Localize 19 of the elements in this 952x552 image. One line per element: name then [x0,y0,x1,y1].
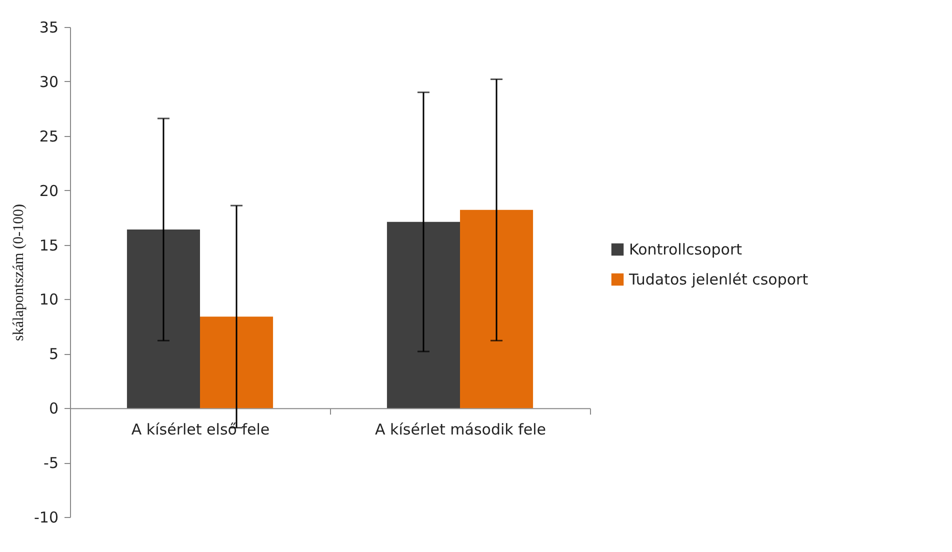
bar [126,230,200,408]
y-tick-label: 5 [48,345,58,364]
bar [200,316,274,408]
x-tick-label: A kísérlet második fele [375,420,546,439]
y-tick-label: 10 [39,290,58,309]
y-tick-label: 25 [39,127,58,146]
y-tick-label: 20 [39,182,58,200]
y-axis-title: skálapontszám (0-100) [11,204,27,342]
bar [460,210,534,408]
y-tick-label: -5 [44,454,58,472]
y-tick-label: -10 [34,508,58,526]
y-tick-label: 35 [39,18,58,36]
y-tick-label: 15 [39,236,58,254]
x-tick-label: A kísérlet első fele [131,420,270,439]
y-tick-label: 0 [48,400,58,418]
legend-label: Kontrollcsoport [629,240,742,258]
bar [386,222,460,408]
y-tick-label: 30 [39,72,58,91]
legend-label: Tudatos jelenlét csoport [628,270,808,288]
